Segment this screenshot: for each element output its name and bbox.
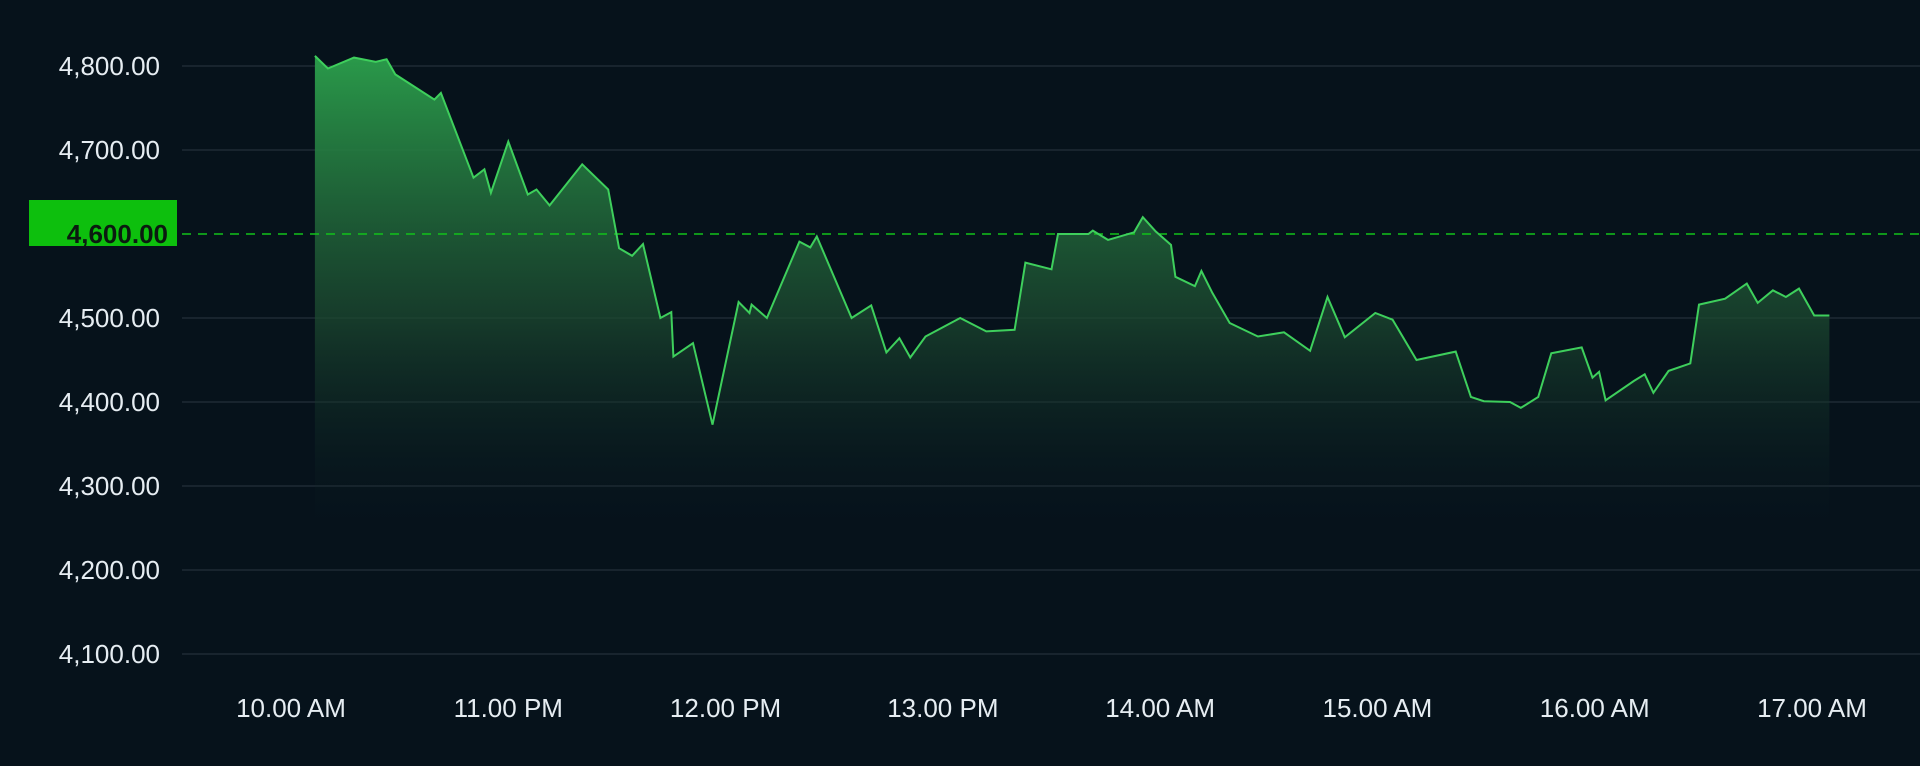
- y-tick-label: 4,400.00: [59, 387, 160, 417]
- y-tick-label: 4,500.00: [59, 303, 160, 333]
- series-line-group: [314, 55, 1830, 425]
- y-tick-label: 4,100.00: [59, 639, 160, 669]
- x-axis-ticks: 10.00 AM 11.00 PM 12.00 PM 13.00 PM 14.00 AM…: [236, 693, 1867, 723]
- y-tick-label: 4,700.00: [59, 135, 160, 165]
- area-fill: [314, 55, 1830, 529]
- x-tick-label: 14.00 AM: [1105, 693, 1215, 723]
- x-tick-label: 12.00 PM: [670, 693, 781, 723]
- series-line: [314, 55, 1830, 425]
- x-tick-label: 15.00 AM: [1322, 693, 1432, 723]
- reference-badge-label: 4,600.00: [67, 219, 168, 249]
- y-tick-label: 4,800.00: [59, 51, 160, 81]
- x-tick-label: 16.00 AM: [1540, 693, 1650, 723]
- x-tick-label: 13.00 PM: [887, 693, 998, 723]
- reference-line-group: 4,600.00: [29, 200, 1920, 249]
- x-tick-label: 11.00 PM: [454, 693, 563, 723]
- reference-badge: [29, 200, 177, 246]
- y-tick-label: 4,200.00: [59, 555, 160, 585]
- y-tick-label: 4,300.00: [59, 471, 160, 501]
- x-tick-label: 10.00 AM: [236, 693, 346, 723]
- y-axis-ticks: 4,800.00 4,700.00 4,500.00 4,400.00 4,300.00…: [59, 51, 160, 669]
- x-tick-label: 17.00 AM: [1757, 693, 1867, 723]
- area-fill-group: [314, 55, 1830, 529]
